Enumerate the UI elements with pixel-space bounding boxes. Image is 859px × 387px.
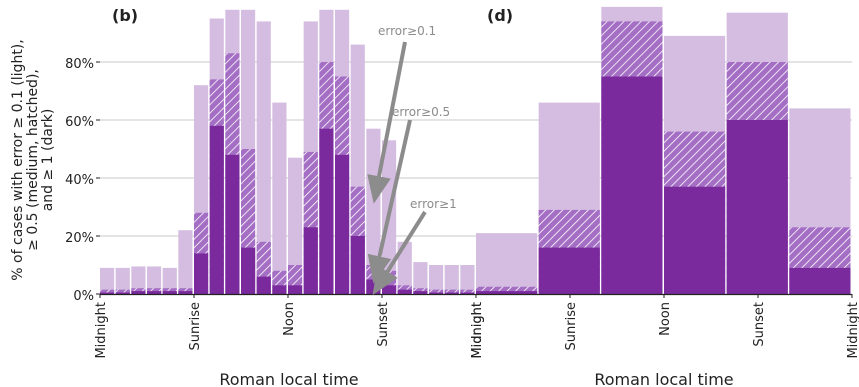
bar-dark-b-7 bbox=[209, 125, 224, 294]
bar-dark-b-11 bbox=[272, 285, 287, 294]
bar-dark-b-22 bbox=[444, 292, 459, 294]
bar-light-b-2 bbox=[131, 266, 146, 294]
y-tick-20: 20% bbox=[65, 231, 94, 246]
x-axis-label-d: Roman local time bbox=[594, 370, 733, 387]
bar-light-b-11 bbox=[272, 102, 287, 294]
bar-light-b-17 bbox=[366, 128, 381, 294]
bar-dark-d-1 bbox=[538, 247, 600, 294]
y-axis-label: % of cases with error ≥ 0.1 (light), ≥ 0… bbox=[10, 39, 56, 280]
bar-light-b-5 bbox=[178, 230, 193, 294]
panel-d-label: (d) bbox=[487, 6, 513, 25]
x-tick-label-d-3: Sunset bbox=[752, 302, 767, 347]
x-tick-label-b-3: Sunset bbox=[376, 302, 391, 347]
x-axis-label-b: Roman local time bbox=[219, 370, 358, 387]
bar-dark-b-17 bbox=[366, 279, 381, 294]
bar-dark-b-2 bbox=[131, 291, 146, 294]
bar-dark-d-0 bbox=[476, 291, 538, 294]
bar-medium-b-22 bbox=[444, 289, 459, 294]
arrow-error-1 bbox=[372, 210, 427, 296]
bar-dark-b-20 bbox=[413, 291, 428, 294]
bar-medium-b-1 bbox=[115, 289, 130, 294]
x-ticks-d: Midnight Sunrise Noon Sunset Midnight bbox=[470, 294, 859, 359]
bar-light-b-22 bbox=[444, 265, 459, 294]
bar-dark-b-18 bbox=[382, 285, 397, 294]
bar-dark-d-5 bbox=[789, 267, 851, 294]
bar-medium-b-21 bbox=[429, 289, 444, 294]
x-tick-label-d-1: Sunrise bbox=[564, 302, 579, 350]
bars-d bbox=[476, 6, 851, 295]
y-tick-labels: 0% 20% 40% 60% 80% bbox=[65, 57, 94, 304]
annotations: error≥0.1 error≥0.5 error≥1 bbox=[367, 24, 457, 296]
bar-dark-b-5 bbox=[178, 291, 193, 294]
bar-dark-d-4 bbox=[726, 120, 788, 294]
bar-light-b-10 bbox=[256, 21, 271, 295]
bar-dark-d-3 bbox=[664, 186, 726, 294]
bar-dark-b-15 bbox=[335, 154, 350, 294]
bar-dark-b-1 bbox=[115, 292, 130, 294]
y-axis-label-line-2: ≥ 0.5 (medium, hatched), bbox=[25, 69, 41, 251]
bar-dark-b-0 bbox=[100, 292, 115, 294]
panel-b-label: (b) bbox=[112, 6, 138, 25]
y-tick-40: 40% bbox=[65, 173, 94, 188]
arrow-error-0-5 bbox=[367, 119, 412, 284]
y-axis-label-line-3: and ≥ 1 (dark) bbox=[40, 109, 56, 212]
arrow-error-0-1 bbox=[367, 41, 407, 204]
y-axis-label-line-1: % of cases with error ≥ 0.1 (light), bbox=[10, 39, 26, 280]
bar-dark-b-13 bbox=[303, 227, 318, 294]
bar-dark-b-12 bbox=[288, 285, 303, 294]
bar-medium-b-0 bbox=[100, 289, 115, 294]
bar-dark-b-6 bbox=[194, 253, 209, 294]
bar-dark-b-23 bbox=[460, 292, 475, 294]
x-tick-label-b-0: Midnight bbox=[94, 302, 109, 359]
bar-light-b-3 bbox=[147, 266, 162, 294]
bar-light-b-19 bbox=[397, 241, 412, 294]
bar-medium-b-23 bbox=[460, 289, 475, 294]
bar-dark-d-2 bbox=[601, 76, 663, 294]
x-tick-label-d-0: Midnight bbox=[470, 302, 485, 359]
bar-light-b-0 bbox=[100, 267, 115, 294]
x-tick-label-d-2: Noon bbox=[658, 302, 673, 336]
y-tick-80: 80% bbox=[65, 57, 94, 72]
x-tick-label-d-4: Midnight bbox=[846, 302, 859, 359]
bar-dark-b-9 bbox=[241, 247, 256, 294]
bar-dark-b-19 bbox=[397, 289, 412, 294]
bar-light-b-4 bbox=[162, 267, 177, 294]
annotation-error-1: error≥1 bbox=[410, 197, 457, 211]
bar-light-b-20 bbox=[413, 262, 428, 294]
bar-medium-d-0 bbox=[476, 286, 538, 294]
annotation-error-0-5: error≥0.5 bbox=[392, 105, 450, 119]
bar-dark-b-21 bbox=[429, 292, 444, 294]
bar-light-b-1 bbox=[115, 267, 130, 294]
x-tick-label-b-4: Midnight bbox=[470, 302, 485, 359]
bar-dark-b-8 bbox=[225, 154, 240, 294]
bar-light-d-0 bbox=[476, 233, 538, 294]
x-ticks-b: Midnight Sunrise Noon Sunset Midnight bbox=[94, 294, 485, 359]
bar-dark-b-3 bbox=[147, 291, 162, 294]
y-tick-0: 0% bbox=[73, 289, 94, 304]
panel-d: Midnight Sunrise Noon Sunset Midnight (d) Ro… bbox=[470, 6, 859, 387]
bar-dark-b-10 bbox=[256, 276, 271, 294]
x-tick-label-b-1: Sunrise bbox=[188, 302, 203, 350]
bar-dark-b-16 bbox=[350, 236, 365, 294]
annotation-error-0-1: error≥0.1 bbox=[378, 24, 436, 38]
bar-light-b-23 bbox=[460, 265, 475, 294]
bar-dark-b-14 bbox=[319, 128, 334, 294]
bar-light-b-21 bbox=[429, 265, 444, 294]
bar-light-b-12 bbox=[288, 157, 303, 294]
bar-dark-b-4 bbox=[162, 291, 177, 294]
y-tick-60: 60% bbox=[65, 115, 94, 130]
panel-b: Midnight Sunrise Noon Sunset Midnight (b) Ro… bbox=[94, 6, 485, 387]
x-tick-label-b-2: Noon bbox=[282, 302, 297, 336]
bars-b bbox=[100, 9, 475, 295]
